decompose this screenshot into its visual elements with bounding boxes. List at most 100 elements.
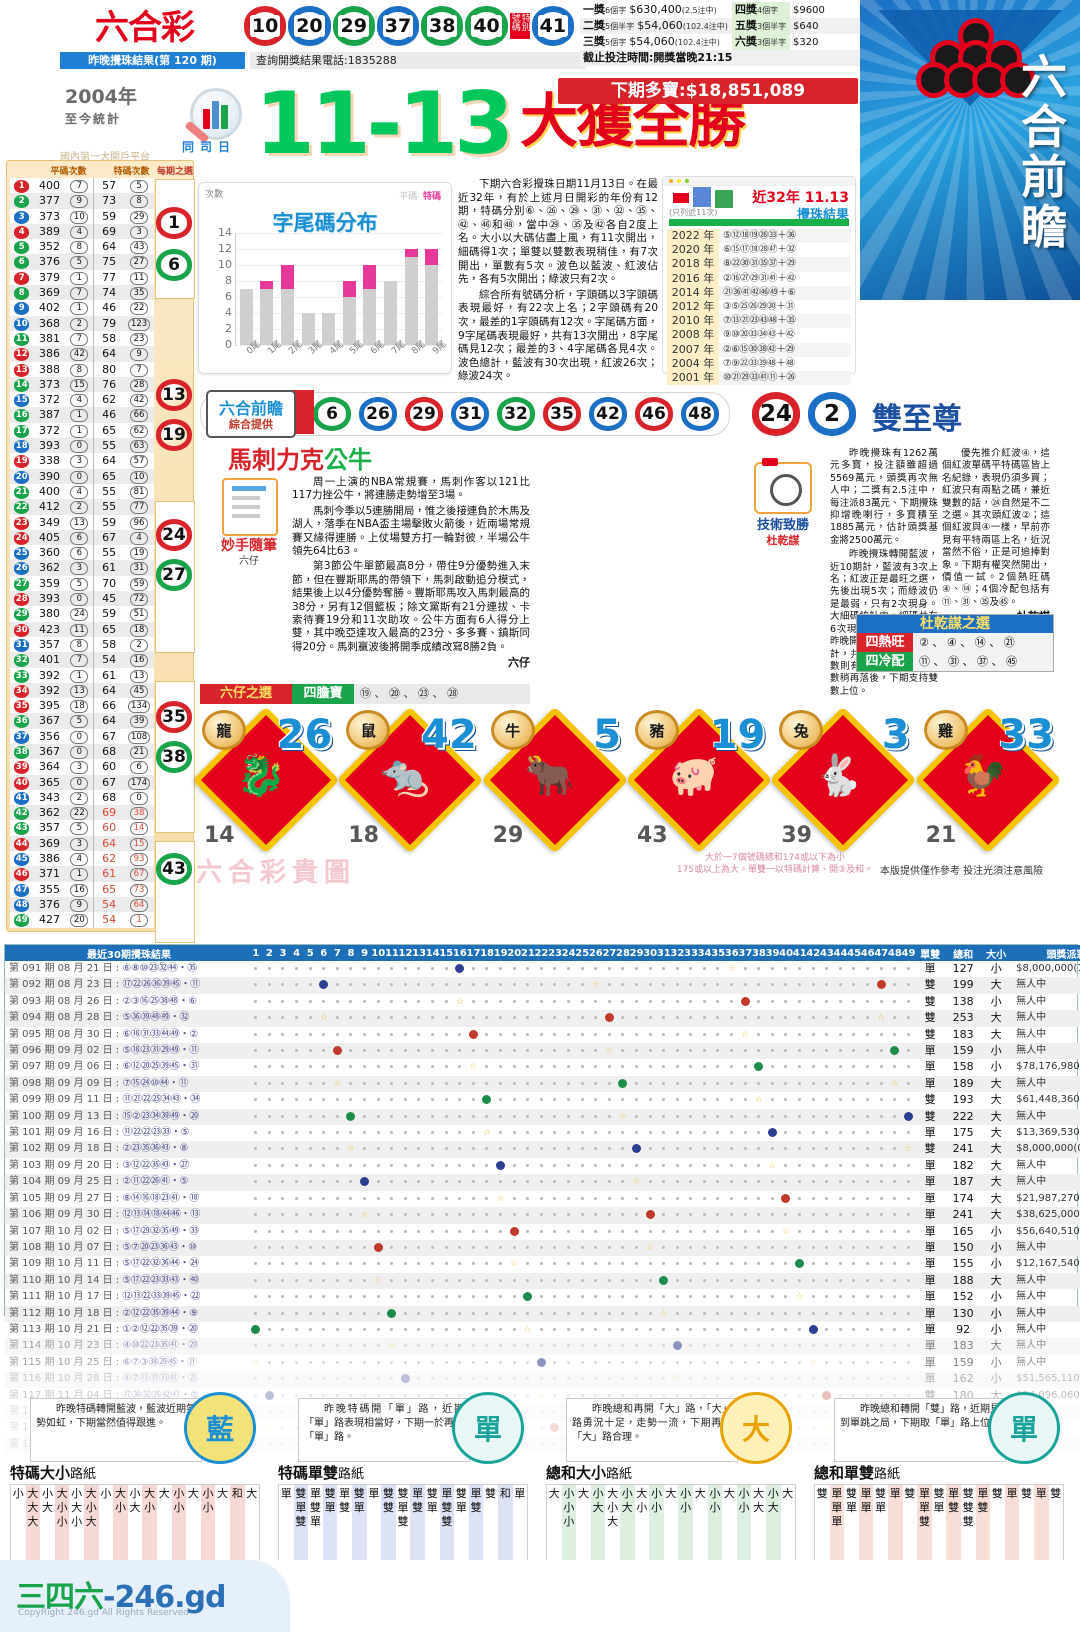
dot-marker	[485, 1377, 489, 1381]
dot-marker	[417, 1114, 421, 1118]
stats-normal-gap: 8	[65, 637, 93, 652]
dot-marker	[526, 1311, 530, 1315]
chart-bar	[239, 289, 253, 345]
next-draw-date: 11-13	[255, 74, 514, 174]
number-cell	[793, 1043, 807, 1059]
dot-marker	[702, 1081, 706, 1085]
number-cell	[480, 1289, 494, 1305]
dot-marker	[906, 1245, 910, 1249]
number-cell	[643, 1371, 657, 1387]
stats-number: 48	[14, 898, 30, 912]
dot-marker	[526, 1180, 530, 1184]
number-cell	[303, 1076, 317, 1092]
number-cell	[616, 1076, 630, 1092]
stats-row: 18 393 0 55 63	[10, 438, 154, 454]
dot-marker	[730, 1065, 734, 1069]
number-cell	[847, 1043, 861, 1059]
number-cell	[820, 1125, 834, 1141]
dot-marker	[634, 1065, 638, 1069]
number-cell	[263, 1240, 277, 1256]
dot-marker	[607, 1131, 611, 1135]
number-cell	[358, 1191, 372, 1207]
number-cell	[548, 1207, 562, 1223]
number-cell	[507, 1338, 521, 1354]
number-cell	[467, 1010, 481, 1026]
number-cell	[793, 1224, 807, 1240]
dot-marker	[566, 1131, 570, 1135]
number-cell	[847, 994, 861, 1010]
enquiry-phone-line: 查詢開獎結果電話:1835288	[250, 52, 586, 69]
dot-marker	[281, 999, 285, 1003]
dot-marker	[539, 1049, 543, 1053]
dot-marker	[689, 1131, 693, 1135]
number-cell	[303, 1141, 317, 1157]
dot-marker	[879, 1131, 883, 1135]
dot-marker	[295, 1262, 299, 1266]
stats-special-gap: 8	[124, 193, 154, 209]
number-cell	[453, 1256, 467, 1272]
number-cell	[344, 1338, 358, 1354]
roadmap-cell: 單	[860, 1487, 872, 1500]
dot-marker	[675, 1032, 679, 1036]
dot-marker	[662, 1065, 666, 1069]
number-cell	[711, 994, 725, 1010]
stats-special-gap: 45	[124, 683, 154, 698]
number-cell	[861, 961, 875, 977]
dot-marker	[879, 1393, 883, 1397]
number-cell	[263, 1224, 277, 1240]
dot-marker	[743, 1180, 747, 1184]
number-cell	[453, 1388, 467, 1404]
number-cell	[793, 1273, 807, 1289]
dot-marker	[403, 1180, 407, 1184]
dot-marker	[634, 1213, 638, 1217]
legend-swatch-green	[715, 190, 733, 208]
dot-marker	[675, 967, 679, 970]
stats-number: 36	[14, 715, 30, 729]
number-cell	[453, 1158, 467, 1174]
table-row: 第 096 期 09 月 02 日 : ⑤⑱㉓㉛㉙㊾・⑪ ☆ 單 159 小無人中	[5, 1043, 1080, 1060]
dot-marker	[811, 1442, 815, 1446]
dot-marker	[417, 1065, 421, 1069]
roadmap-cell: 大	[753, 1487, 765, 1500]
number-cell	[616, 1125, 630, 1141]
history-note: (只列近11次)	[669, 208, 718, 217]
dot-marker	[906, 1311, 910, 1315]
dot-marker	[730, 1229, 734, 1233]
row-odd-even: 雙	[924, 1027, 936, 1041]
dot-marker	[512, 983, 516, 987]
stats-normal-gap: 0	[65, 438, 93, 454]
number-cell	[589, 1076, 603, 1092]
number-cell	[670, 1141, 684, 1157]
stats-normal-count: 388	[38, 362, 60, 376]
sports-column: 馬刺力克公牛 妙手隨筆 六仔 周一上演的NBA常規賽，馬刺作客以121比117力…	[200, 440, 530, 690]
number-cell	[331, 1092, 345, 1108]
dot-marker	[621, 1229, 625, 1233]
table-row: 第 100 期 09 月 13 日 : ⑮②㉓㉞㊴㊾・⑳ ☆ 雙 222 大無人中	[5, 1108, 1080, 1126]
number-cell	[711, 1109, 725, 1125]
dot-marker	[607, 1065, 611, 1069]
row-odd-even: 單	[924, 962, 936, 975]
number-cell	[902, 1355, 916, 1371]
dot-marker	[811, 1229, 815, 1233]
stats-special-count: 54	[93, 652, 125, 668]
row-payout: 無人中	[1016, 1159, 1047, 1171]
number-cell	[847, 1076, 861, 1092]
dot-marker	[553, 1344, 557, 1348]
dot-marker	[417, 1278, 421, 1282]
dot-marker	[485, 1147, 489, 1151]
chart-ytick: 14	[218, 226, 232, 239]
number-cell	[303, 1059, 317, 1075]
number-cell	[344, 1125, 358, 1141]
row-odd-even: 雙	[924, 994, 936, 1008]
number-cell	[711, 1076, 725, 1092]
dot-marker	[471, 1344, 475, 1348]
number-cell	[820, 1207, 834, 1223]
dot-marker	[594, 967, 598, 970]
dot-marker	[689, 1180, 693, 1184]
number-cell	[684, 1256, 698, 1272]
dot-marker	[634, 967, 638, 970]
stats-special-count: 76	[93, 376, 125, 393]
stats-header-special: 特碼次數	[113, 167, 150, 177]
dot-marker	[417, 1344, 421, 1348]
cold-values: ⑪ 、 ㉛ 、 ㊲ 、 ㊺	[913, 652, 1053, 671]
